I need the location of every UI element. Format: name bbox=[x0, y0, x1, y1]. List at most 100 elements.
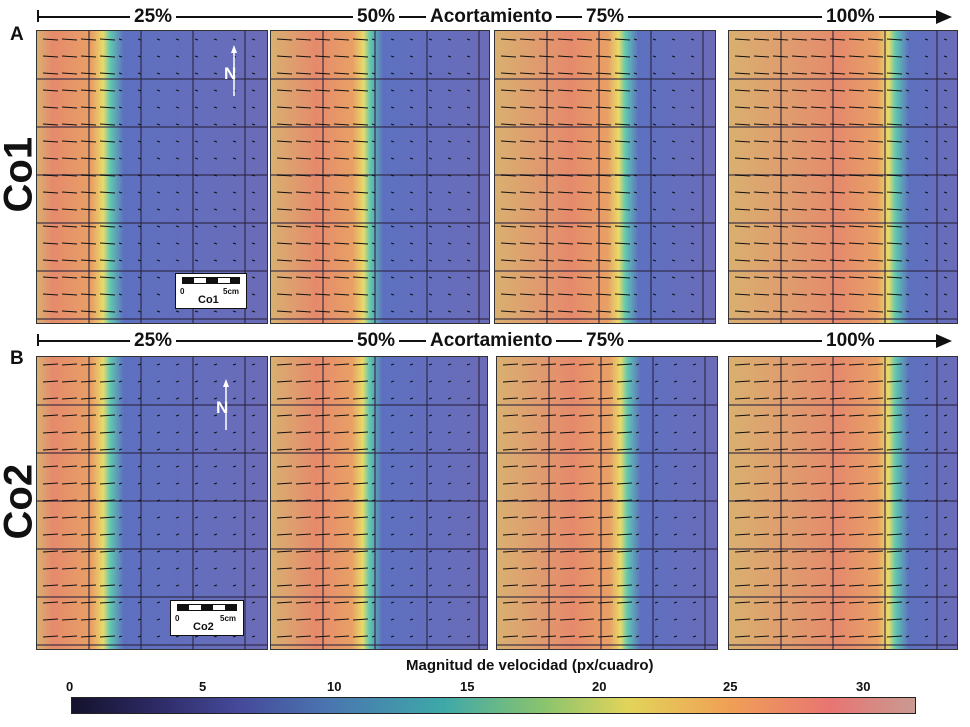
velocity-vector bbox=[137, 174, 142, 177]
velocity-vector bbox=[295, 516, 312, 519]
velocity-vector bbox=[734, 380, 751, 383]
velocity-vector bbox=[42, 618, 59, 621]
velocity-vector bbox=[409, 38, 414, 41]
velocity-vector bbox=[753, 157, 770, 160]
velocity-vector bbox=[314, 601, 331, 604]
velocity-vector bbox=[616, 516, 633, 519]
velocity-vector bbox=[829, 225, 846, 228]
velocity-vector bbox=[734, 38, 751, 41]
velocity-field-b-75 bbox=[497, 357, 717, 649]
velocity-vector bbox=[213, 482, 218, 485]
velocity-vector bbox=[905, 397, 910, 400]
velocity-vector bbox=[810, 310, 827, 313]
velocity-vector bbox=[810, 465, 827, 468]
velocity-vector bbox=[42, 140, 59, 143]
velocity-vector bbox=[390, 584, 395, 587]
velocity-vector bbox=[295, 72, 312, 75]
velocity-vector bbox=[194, 225, 199, 228]
velocity-vector bbox=[772, 601, 789, 604]
velocity-vector bbox=[597, 601, 614, 604]
velocity-vector bbox=[428, 225, 433, 228]
velocity-vector bbox=[671, 174, 676, 177]
velocity-vector bbox=[886, 567, 903, 570]
velocity-vector bbox=[466, 140, 471, 143]
velocity-vector bbox=[848, 157, 865, 160]
velocity-vector bbox=[466, 191, 471, 194]
velocity-vector bbox=[428, 533, 433, 536]
velocity-vector bbox=[295, 448, 312, 451]
velocity-vector bbox=[80, 550, 97, 553]
velocity-vector bbox=[753, 89, 770, 92]
velocity-vector bbox=[905, 414, 910, 417]
velocity-vector bbox=[175, 208, 180, 211]
velocity-vector bbox=[213, 448, 218, 451]
velocity-vector bbox=[314, 55, 331, 58]
velocity-vector bbox=[314, 276, 331, 279]
velocity-vector bbox=[652, 276, 657, 279]
velocity-vector bbox=[690, 123, 695, 126]
velocity-vector bbox=[232, 584, 237, 587]
velocity-vector bbox=[213, 191, 218, 194]
velocity-vector bbox=[692, 601, 697, 604]
scalebar-a-seg bbox=[230, 277, 240, 284]
velocity-vector bbox=[428, 38, 433, 41]
velocity-vector bbox=[314, 106, 331, 109]
velocity-vector bbox=[635, 516, 640, 519]
velocity-vector bbox=[652, 225, 657, 228]
velocity-vector bbox=[371, 89, 376, 92]
colorbar-tick: 25 bbox=[723, 679, 738, 694]
velocity-vector bbox=[633, 310, 638, 313]
colorbar bbox=[71, 697, 916, 714]
velocity-vector bbox=[924, 431, 929, 434]
velocity-vector bbox=[466, 123, 471, 126]
velocity-vector bbox=[251, 259, 256, 262]
velocity-vector bbox=[772, 259, 789, 262]
velocity-vector bbox=[251, 123, 256, 126]
panel-b-50 bbox=[270, 356, 488, 650]
velocity-vector bbox=[557, 259, 574, 262]
velocity-vector bbox=[772, 618, 789, 621]
velocity-vector bbox=[500, 123, 517, 126]
colorbar-tick: 30 bbox=[856, 679, 871, 694]
velocity-vector bbox=[557, 208, 574, 211]
velocity-vector bbox=[80, 191, 97, 194]
velocity-vector bbox=[466, 208, 471, 211]
velocity-vector bbox=[943, 601, 948, 604]
velocity-field-b-100 bbox=[729, 357, 957, 649]
velocity-vector bbox=[466, 106, 471, 109]
velocity-vector bbox=[614, 157, 631, 160]
velocity-vector bbox=[314, 618, 331, 621]
velocity-vector bbox=[409, 89, 414, 92]
velocity-vector bbox=[466, 55, 471, 58]
field-background bbox=[729, 31, 957, 323]
velocity-vector bbox=[690, 106, 695, 109]
velocity-vector bbox=[194, 208, 199, 211]
velocity-vector bbox=[576, 89, 593, 92]
velocity-vector bbox=[772, 140, 789, 143]
velocity-vector bbox=[333, 635, 350, 638]
velocity-vector bbox=[867, 106, 884, 109]
velocity-vector bbox=[194, 584, 199, 587]
velocity-vector bbox=[251, 38, 256, 41]
velocity-vector bbox=[500, 225, 517, 228]
velocity-vector bbox=[943, 106, 948, 109]
velocity-vector bbox=[314, 533, 331, 536]
field-background bbox=[271, 31, 489, 323]
velocity-vector bbox=[500, 89, 517, 92]
velocity-field-a-100 bbox=[729, 31, 957, 323]
velocity-vector bbox=[371, 310, 376, 313]
velocity-vector bbox=[848, 533, 865, 536]
velocity-vector bbox=[428, 276, 433, 279]
velocity-vector bbox=[753, 208, 770, 211]
velocity-vector bbox=[409, 618, 414, 621]
velocity-vector bbox=[578, 584, 595, 587]
velocity-vector bbox=[557, 293, 574, 296]
velocity-vector bbox=[540, 397, 557, 400]
velocity-vector bbox=[61, 140, 78, 143]
velocity-vector bbox=[390, 276, 395, 279]
velocity-vector bbox=[924, 140, 929, 143]
velocity-vector bbox=[390, 191, 395, 194]
velocity-vector bbox=[867, 414, 884, 417]
velocity-vector bbox=[390, 363, 395, 366]
velocity-vector bbox=[597, 533, 614, 536]
